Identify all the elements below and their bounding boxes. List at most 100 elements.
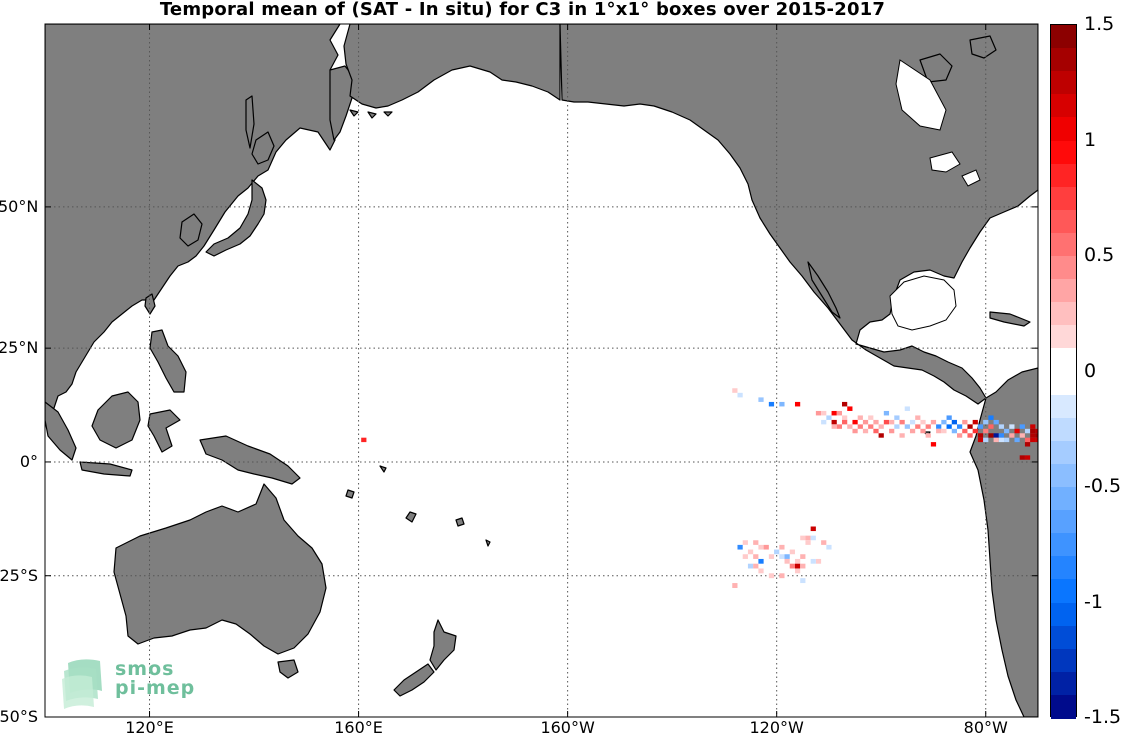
- heatmap-cell: [774, 549, 780, 555]
- heatmap-cell: [805, 540, 811, 545]
- heatmap-cell: [800, 554, 806, 559]
- heatmap-cell: [753, 554, 759, 559]
- logo-line-1: smos: [115, 658, 175, 680]
- logo-shape-3: [62, 675, 94, 709]
- gulf-of-mexico: [889, 275, 957, 331]
- heatmap-cell: [847, 424, 853, 429]
- heatmap-cell: [889, 428, 895, 434]
- latitude-label: 50°S: [0, 707, 38, 726]
- heatmap-cell: [962, 428, 968, 434]
- heatmap-cell: [742, 540, 748, 545]
- heatmap-cell: [909, 428, 916, 434]
- heatmap-cell: [1030, 428, 1036, 434]
- heatmap-cell: [878, 424, 884, 429]
- colorbar-segment: [1051, 671, 1076, 696]
- heatmap-cell: [988, 433, 994, 438]
- longitude-label: 120°E: [125, 718, 174, 737]
- heatmap-cell: [1035, 433, 1038, 438]
- colorbar-segment: [1051, 556, 1076, 580]
- land-alaska: [343, 24, 561, 109]
- heatmap-cell: [800, 578, 806, 584]
- heatmap-cell: [956, 424, 963, 429]
- heatmap-cell: [993, 437, 999, 443]
- heatmap-cell: [821, 419, 827, 425]
- heatmap-cell: [852, 428, 858, 434]
- heatmap-cell: [904, 424, 910, 429]
- heatmap-cell: [883, 410, 890, 416]
- heatmap-cell: [821, 410, 827, 416]
- heatmap-cell: [894, 415, 900, 420]
- heatmap-cell: [815, 410, 822, 416]
- heatmap-cell: [977, 437, 984, 443]
- heatmap-cell: [983, 428, 989, 434]
- heatmap-cell: [956, 433, 963, 438]
- heatmap-cell: [794, 401, 801, 407]
- colorbar-segment: [1051, 71, 1076, 95]
- heatmap-cell: [930, 419, 937, 425]
- land-islands: [345, 465, 491, 547]
- colorbar-segment: [1051, 463, 1076, 488]
- heatmap-cell: [768, 573, 775, 579]
- heatmap-cell: [862, 419, 869, 425]
- colorbar-segment: [1051, 417, 1076, 442]
- heatmap-cell: [758, 544, 764, 550]
- heatmap-cell: [1014, 437, 1020, 443]
- heatmap-cell: [758, 568, 764, 574]
- heatmap-cell: [815, 558, 822, 564]
- land-new-guinea: [199, 435, 301, 485]
- heatmap-cell: [873, 428, 879, 434]
- heatmap-cell: [826, 415, 832, 420]
- colorbar-segment: [1051, 232, 1076, 257]
- hudson-bay: [895, 59, 947, 131]
- heatmap-cell: [831, 424, 837, 429]
- heatmap-cell: [1009, 433, 1015, 438]
- heatmap-cell: [1014, 428, 1020, 434]
- heatmap-cell: [967, 424, 973, 429]
- heatmap-cell: [904, 406, 910, 411]
- heatmap-cell: [852, 419, 858, 425]
- colorbar-segment: [1051, 302, 1076, 326]
- heatmap-cell: [1030, 433, 1036, 438]
- heatmap-cell: [831, 410, 837, 416]
- heatmap-cell: [962, 419, 968, 425]
- heatmap-cell: [988, 424, 994, 429]
- heatmap-cell: [998, 424, 1005, 429]
- heatmap-cell: [915, 415, 921, 420]
- land-borneo: [91, 391, 141, 449]
- longitude-label: 120°W: [749, 718, 804, 737]
- land-sakhalin: [245, 95, 255, 149]
- heatmap-cell: [899, 433, 905, 438]
- heatmap-cell: [842, 415, 848, 420]
- heatmap-cell: [361, 437, 367, 443]
- heatmap-cell: [873, 419, 879, 425]
- colorbar-segment: [1051, 694, 1076, 719]
- land-tasmania: [277, 659, 299, 679]
- land-new-zealand-north: [429, 619, 457, 671]
- heatmap-cell: [998, 433, 1005, 438]
- heatmap-cell: [899, 419, 905, 425]
- smos-pi-mep-logo: [62, 659, 102, 709]
- chart-title: Temporal mean of (SAT - In situ) for C3 …: [159, 0, 886, 20]
- heatmap-cell: [1009, 424, 1015, 429]
- heatmap-cell: [800, 535, 806, 541]
- colorbar-segment: [1051, 371, 1076, 396]
- heatmap-cell: [794, 558, 801, 564]
- colorbar-segment: [1051, 48, 1076, 72]
- heatmap-cell: [889, 419, 895, 425]
- heatmap-cell: [925, 424, 931, 429]
- latitude-label: 0°: [19, 451, 38, 471]
- heatmap-cell: [857, 424, 863, 429]
- heatmap-cell: [779, 573, 785, 579]
- heatmap-cell: [894, 424, 900, 429]
- heatmap-cell: [784, 558, 790, 564]
- heatmap-cell: [977, 424, 984, 429]
- colorbar-label: -1: [1084, 590, 1103, 613]
- heatmap-cell: [847, 406, 853, 411]
- colorbar-label: 0: [1084, 359, 1097, 382]
- heatmap-cell: [1024, 455, 1031, 460]
- colorbar-segment: [1051, 256, 1076, 280]
- heatmap-cell: [758, 558, 764, 564]
- heatmap-cell: [1030, 437, 1036, 443]
- heatmap-cell: [977, 433, 984, 438]
- heatmap-cell: [988, 415, 994, 420]
